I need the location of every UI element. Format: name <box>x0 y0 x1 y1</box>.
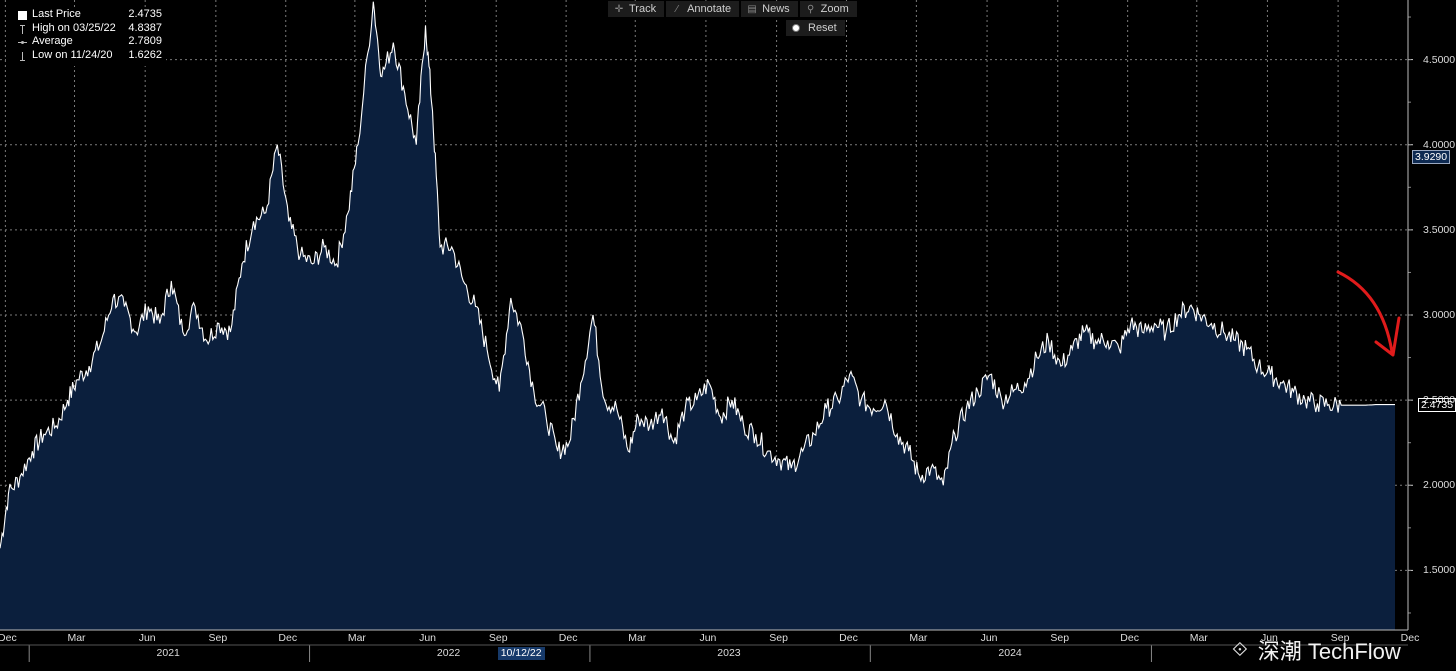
x-month-label: Dec <box>839 632 858 644</box>
x-month-label: Sep <box>488 632 508 644</box>
x-month-label: Sep <box>769 632 788 644</box>
x-month-label: Sep <box>1050 632 1070 644</box>
annotate-label: Annotate <box>687 3 732 15</box>
x-month-label: Dec <box>1120 632 1139 644</box>
y-tick-label: 4.0000 <box>1423 138 1456 151</box>
x-month-label: Jun <box>1260 632 1278 644</box>
zoom-button[interactable]: ⚲ Zoom <box>799 1 857 17</box>
binance-logo-icon: ⟐ <box>1232 638 1248 661</box>
y-tick-label: 1.5000 <box>1423 564 1456 577</box>
annotation-arrow <box>1336 270 1401 357</box>
x-month-label: Sep <box>208 632 228 644</box>
legend-value: 1.6262 <box>128 48 162 61</box>
track-button[interactable]: ✛ Track <box>608 1 665 17</box>
legend-value: 2.4735 <box>128 8 162 20</box>
x-month-label: Jun <box>138 632 156 644</box>
x-year-label: 2023 <box>717 647 741 659</box>
legend-label: Last Price <box>32 8 81 20</box>
legend-last-price: Last Price 2.4735 <box>6 8 166 22</box>
x-month-label: Mar <box>1189 632 1208 644</box>
y-value-flag: 3.9290 <box>1412 149 1451 164</box>
x-month-label: Dec <box>558 632 578 644</box>
x-year-label: 2022 <box>436 647 461 659</box>
last-price-swatch <box>18 11 27 20</box>
x-month-label: Dec <box>278 632 298 644</box>
x-cursor-date: 10/12/22 <box>497 647 545 660</box>
legend-value: 4.8387 <box>128 21 162 34</box>
price-area <box>0 1 1395 630</box>
news-label: News <box>762 3 790 15</box>
x-year-label: 2024 <box>998 647 1022 659</box>
x-month-label: Mar <box>628 632 647 644</box>
legend-label: Average <box>32 35 73 47</box>
high-marker-icon <box>20 24 25 34</box>
zoom-label: Zoom <box>820 3 849 15</box>
legend-high: High on 03/25/22 4.8387 <box>6 22 166 36</box>
average-marker-icon <box>18 41 27 44</box>
legend-label: High on 03/25/22 <box>32 21 116 34</box>
legend-average: Average 2.7809 <box>6 35 166 49</box>
legend-value: 2.7809 <box>128 35 162 47</box>
x-year-label: 2021 <box>156 647 180 659</box>
low-marker-icon <box>20 51 25 61</box>
y-tick-label: 3.0000 <box>1423 309 1456 321</box>
x-month-label: Jun <box>699 632 717 644</box>
price-line <box>0 1 1395 549</box>
y-tick-label: 3.5000 <box>1423 223 1456 236</box>
x-month-label: Mar <box>347 632 366 644</box>
reset-button[interactable]: Reset <box>786 20 845 36</box>
watermark: ⟐ 深潮 TechFlow <box>1232 634 1401 666</box>
y-tick-label: 4.5000 <box>1423 53 1456 66</box>
x-month-label: Dec <box>0 632 17 644</box>
watermark-text: 深潮 TechFlow <box>1257 639 1401 664</box>
chart-axes <box>0 0 1413 662</box>
x-month-label: Mar <box>909 632 928 644</box>
x-month-label: Sep <box>1330 632 1350 644</box>
annotate-button[interactable]: ⁄ Annotate <box>666 1 740 17</box>
legend-low: Low on 11/24/20 1.6262 <box>6 49 166 63</box>
x-month-label: Jun <box>980 632 998 644</box>
x-month-label: Jun <box>419 632 437 644</box>
track-label: Track <box>629 3 657 15</box>
pencil-icon: ⁄ <box>676 3 678 15</box>
legend-label: Low on 11/24/20 <box>32 48 113 61</box>
magnifier-icon: ⚲ <box>806 3 815 15</box>
y-tick-label: 2.5000 <box>1423 394 1456 407</box>
chart-toolbar: ✛ Track ⁄ Annotate ▤ News ⚲ Zoom <box>608 1 859 17</box>
y-tick-label: 2.0000 <box>1423 479 1456 492</box>
reset-icon <box>792 24 800 32</box>
reset-label: Reset <box>808 22 837 34</box>
y-value-flag: 2.4735 <box>1418 397 1456 412</box>
news-icon: ▤ <box>747 3 757 15</box>
legend: Last Price 2.4735 High on 03/25/22 4.838… <box>6 8 166 66</box>
x-month-label: Dec <box>1400 632 1420 644</box>
crosshair-icon: ✛ <box>614 3 624 15</box>
news-button[interactable]: ▤ News <box>741 1 798 17</box>
x-month-label: Mar <box>67 632 86 644</box>
